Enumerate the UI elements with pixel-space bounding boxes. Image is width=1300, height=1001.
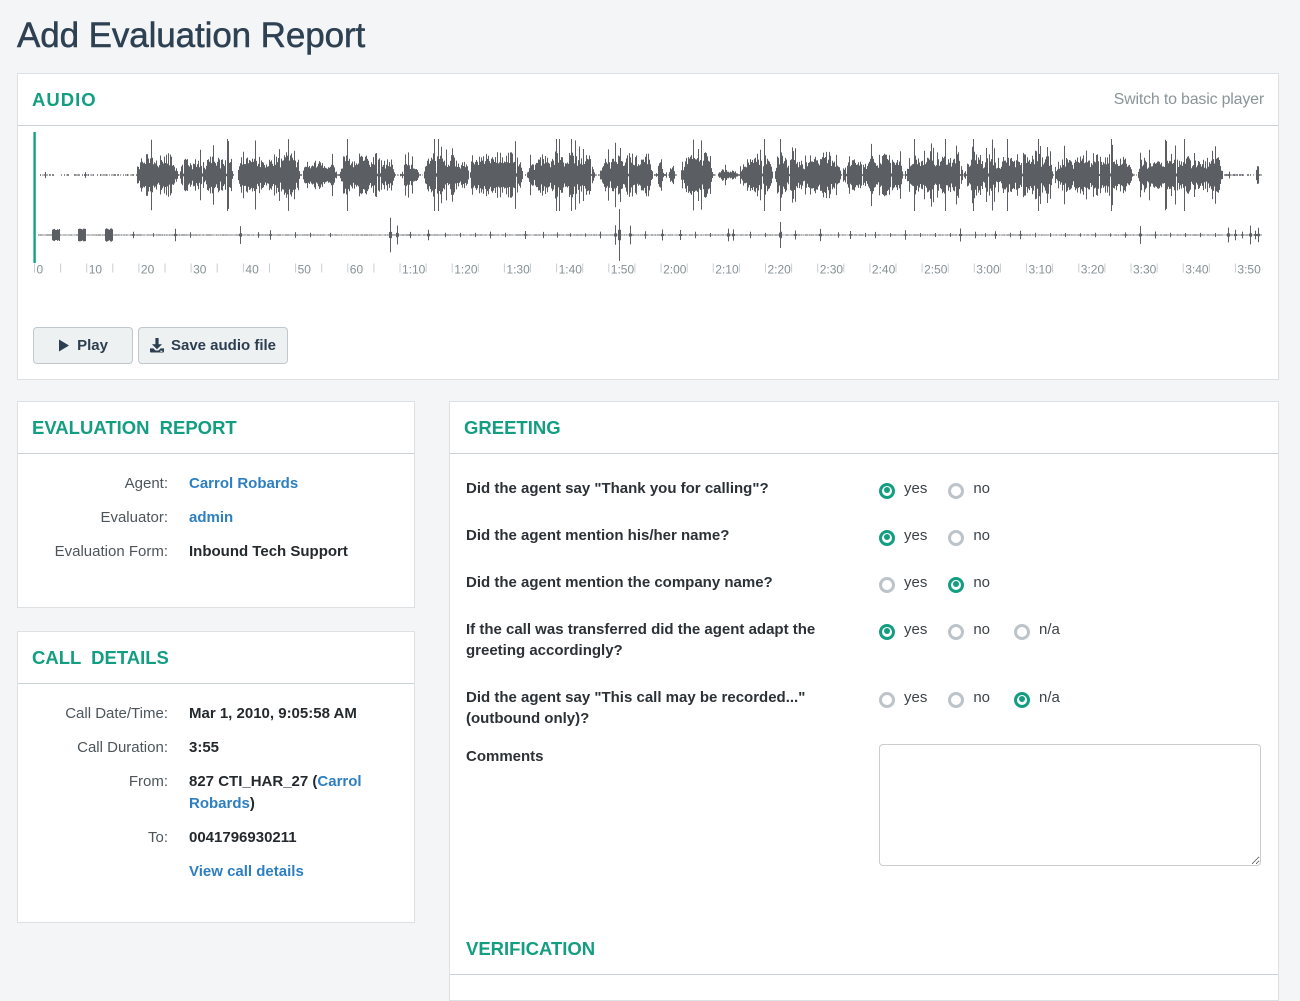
svg-text:1:10: 1:10 bbox=[402, 263, 426, 277]
svg-text:2:50: 2:50 bbox=[924, 263, 948, 277]
svg-text:30: 30 bbox=[193, 263, 207, 277]
svg-text:0: 0 bbox=[37, 263, 44, 277]
svg-text:20: 20 bbox=[141, 263, 155, 277]
svg-text:10: 10 bbox=[89, 263, 103, 277]
svg-text:3:20: 3:20 bbox=[1081, 263, 1105, 277]
svg-text:40: 40 bbox=[245, 263, 259, 277]
svg-text:2:00: 2:00 bbox=[663, 263, 687, 277]
svg-text:3:00: 3:00 bbox=[976, 263, 1000, 277]
svg-text:50: 50 bbox=[298, 263, 312, 277]
svg-text:2:10: 2:10 bbox=[715, 263, 739, 277]
svg-text:2:40: 2:40 bbox=[872, 263, 896, 277]
svg-text:1:50: 1:50 bbox=[611, 263, 635, 277]
svg-text:1:40: 1:40 bbox=[559, 263, 583, 277]
svg-text:3:50: 3:50 bbox=[1237, 263, 1261, 277]
svg-text:3:40: 3:40 bbox=[1185, 263, 1209, 277]
svg-text:2:20: 2:20 bbox=[768, 263, 792, 277]
svg-text:3:30: 3:30 bbox=[1133, 263, 1157, 277]
svg-text:1:20: 1:20 bbox=[454, 263, 478, 277]
svg-text:60: 60 bbox=[350, 263, 364, 277]
svg-text:3:10: 3:10 bbox=[1029, 263, 1053, 277]
svg-text:1:30: 1:30 bbox=[506, 263, 530, 277]
svg-text:2:30: 2:30 bbox=[820, 263, 844, 277]
